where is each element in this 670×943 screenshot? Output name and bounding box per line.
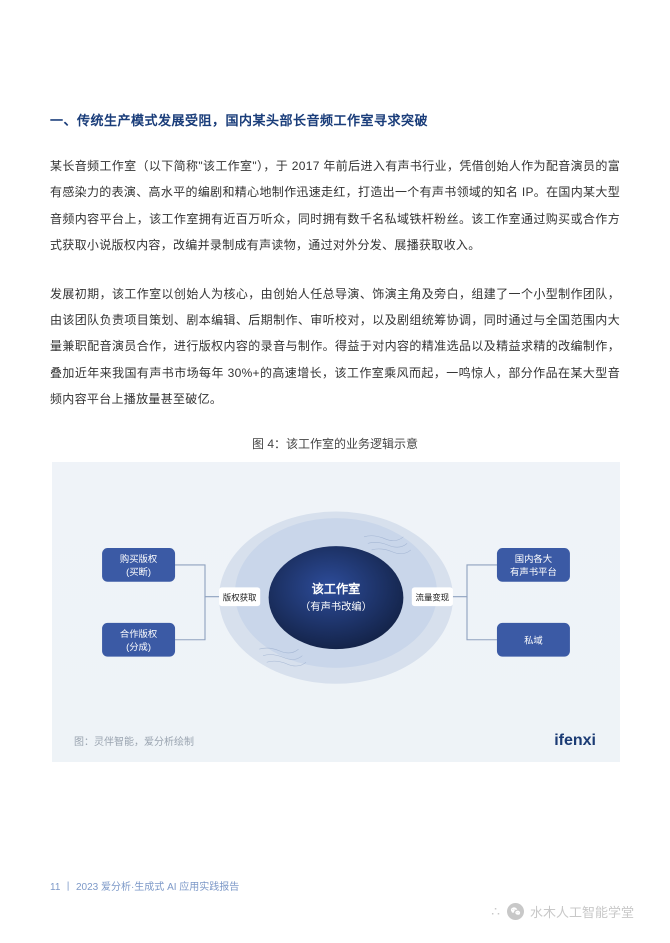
wechat-icon bbox=[507, 903, 524, 920]
watermark: ∴ 水木人工智能学堂 bbox=[491, 902, 634, 921]
central-node-sub: （有声书改编） bbox=[300, 599, 372, 612]
right-node-platforms-l1: 国内各大 bbox=[515, 553, 552, 564]
left-node-coop-l2: (分成) bbox=[126, 641, 151, 652]
central-node bbox=[269, 546, 404, 649]
business-logic-diagram: 该工作室 （有声书改编） 版权获取 流量变现 购买版权 (买断) bbox=[52, 462, 620, 762]
midpoint-left-label: 版权获取 bbox=[223, 592, 257, 602]
paragraph-1: 某长音频工作室（以下简称"该工作室"），于 2017 年前后进入有声书行业，凭借… bbox=[50, 153, 620, 259]
diagram-source: 图：灵伴智能，爱分析绘制 bbox=[74, 733, 194, 748]
left-node-buy-l1: 购买版权 bbox=[120, 553, 158, 564]
connectors-left bbox=[175, 564, 219, 639]
paragraph-2: 发展初期，该工作室以创始人为核心，由创始人任总导演、饰演主角及旁白，组建了一个小… bbox=[50, 281, 620, 413]
central-node-title: 该工作室 bbox=[312, 580, 361, 595]
page-title: 2023 爱分析·生成式 AI 应用实践报告 bbox=[76, 882, 239, 893]
left-node-coop-l1: 合作版权 bbox=[120, 627, 158, 638]
document-page: 一、传统生产模式发展受阻，国内某头部长音频工作室寻求突破 某长音频工作室（以下简… bbox=[0, 0, 670, 943]
section-heading: 一、传统生产模式发展受阻，国内某头部长音频工作室寻求突破 bbox=[50, 110, 620, 129]
page-number: 11 bbox=[50, 882, 60, 893]
page-footer: 11 丨 2023 爱分析·生成式 AI 应用实践报告 bbox=[50, 878, 239, 893]
connectors-right bbox=[453, 564, 497, 639]
right-node-private-l1: 私域 bbox=[524, 634, 543, 645]
page-separator: 丨 bbox=[63, 882, 73, 893]
figure-caption: 图 4：该工作室的业务逻辑示意 bbox=[50, 435, 620, 452]
diagram-svg: 该工作室 （有声书改编） 版权获取 流量变现 购买版权 (买断) bbox=[74, 492, 598, 722]
left-node-buy-l2: (买断) bbox=[126, 566, 151, 577]
watermark-text: 水木人工智能学堂 bbox=[530, 902, 634, 921]
ifenxi-logo: ifenxi bbox=[554, 732, 596, 750]
right-node-platforms-l2: 有声书平台 bbox=[510, 566, 557, 577]
midpoint-right-label: 流量变现 bbox=[416, 592, 450, 602]
watermark-dots-icon: ∴ bbox=[491, 903, 501, 920]
